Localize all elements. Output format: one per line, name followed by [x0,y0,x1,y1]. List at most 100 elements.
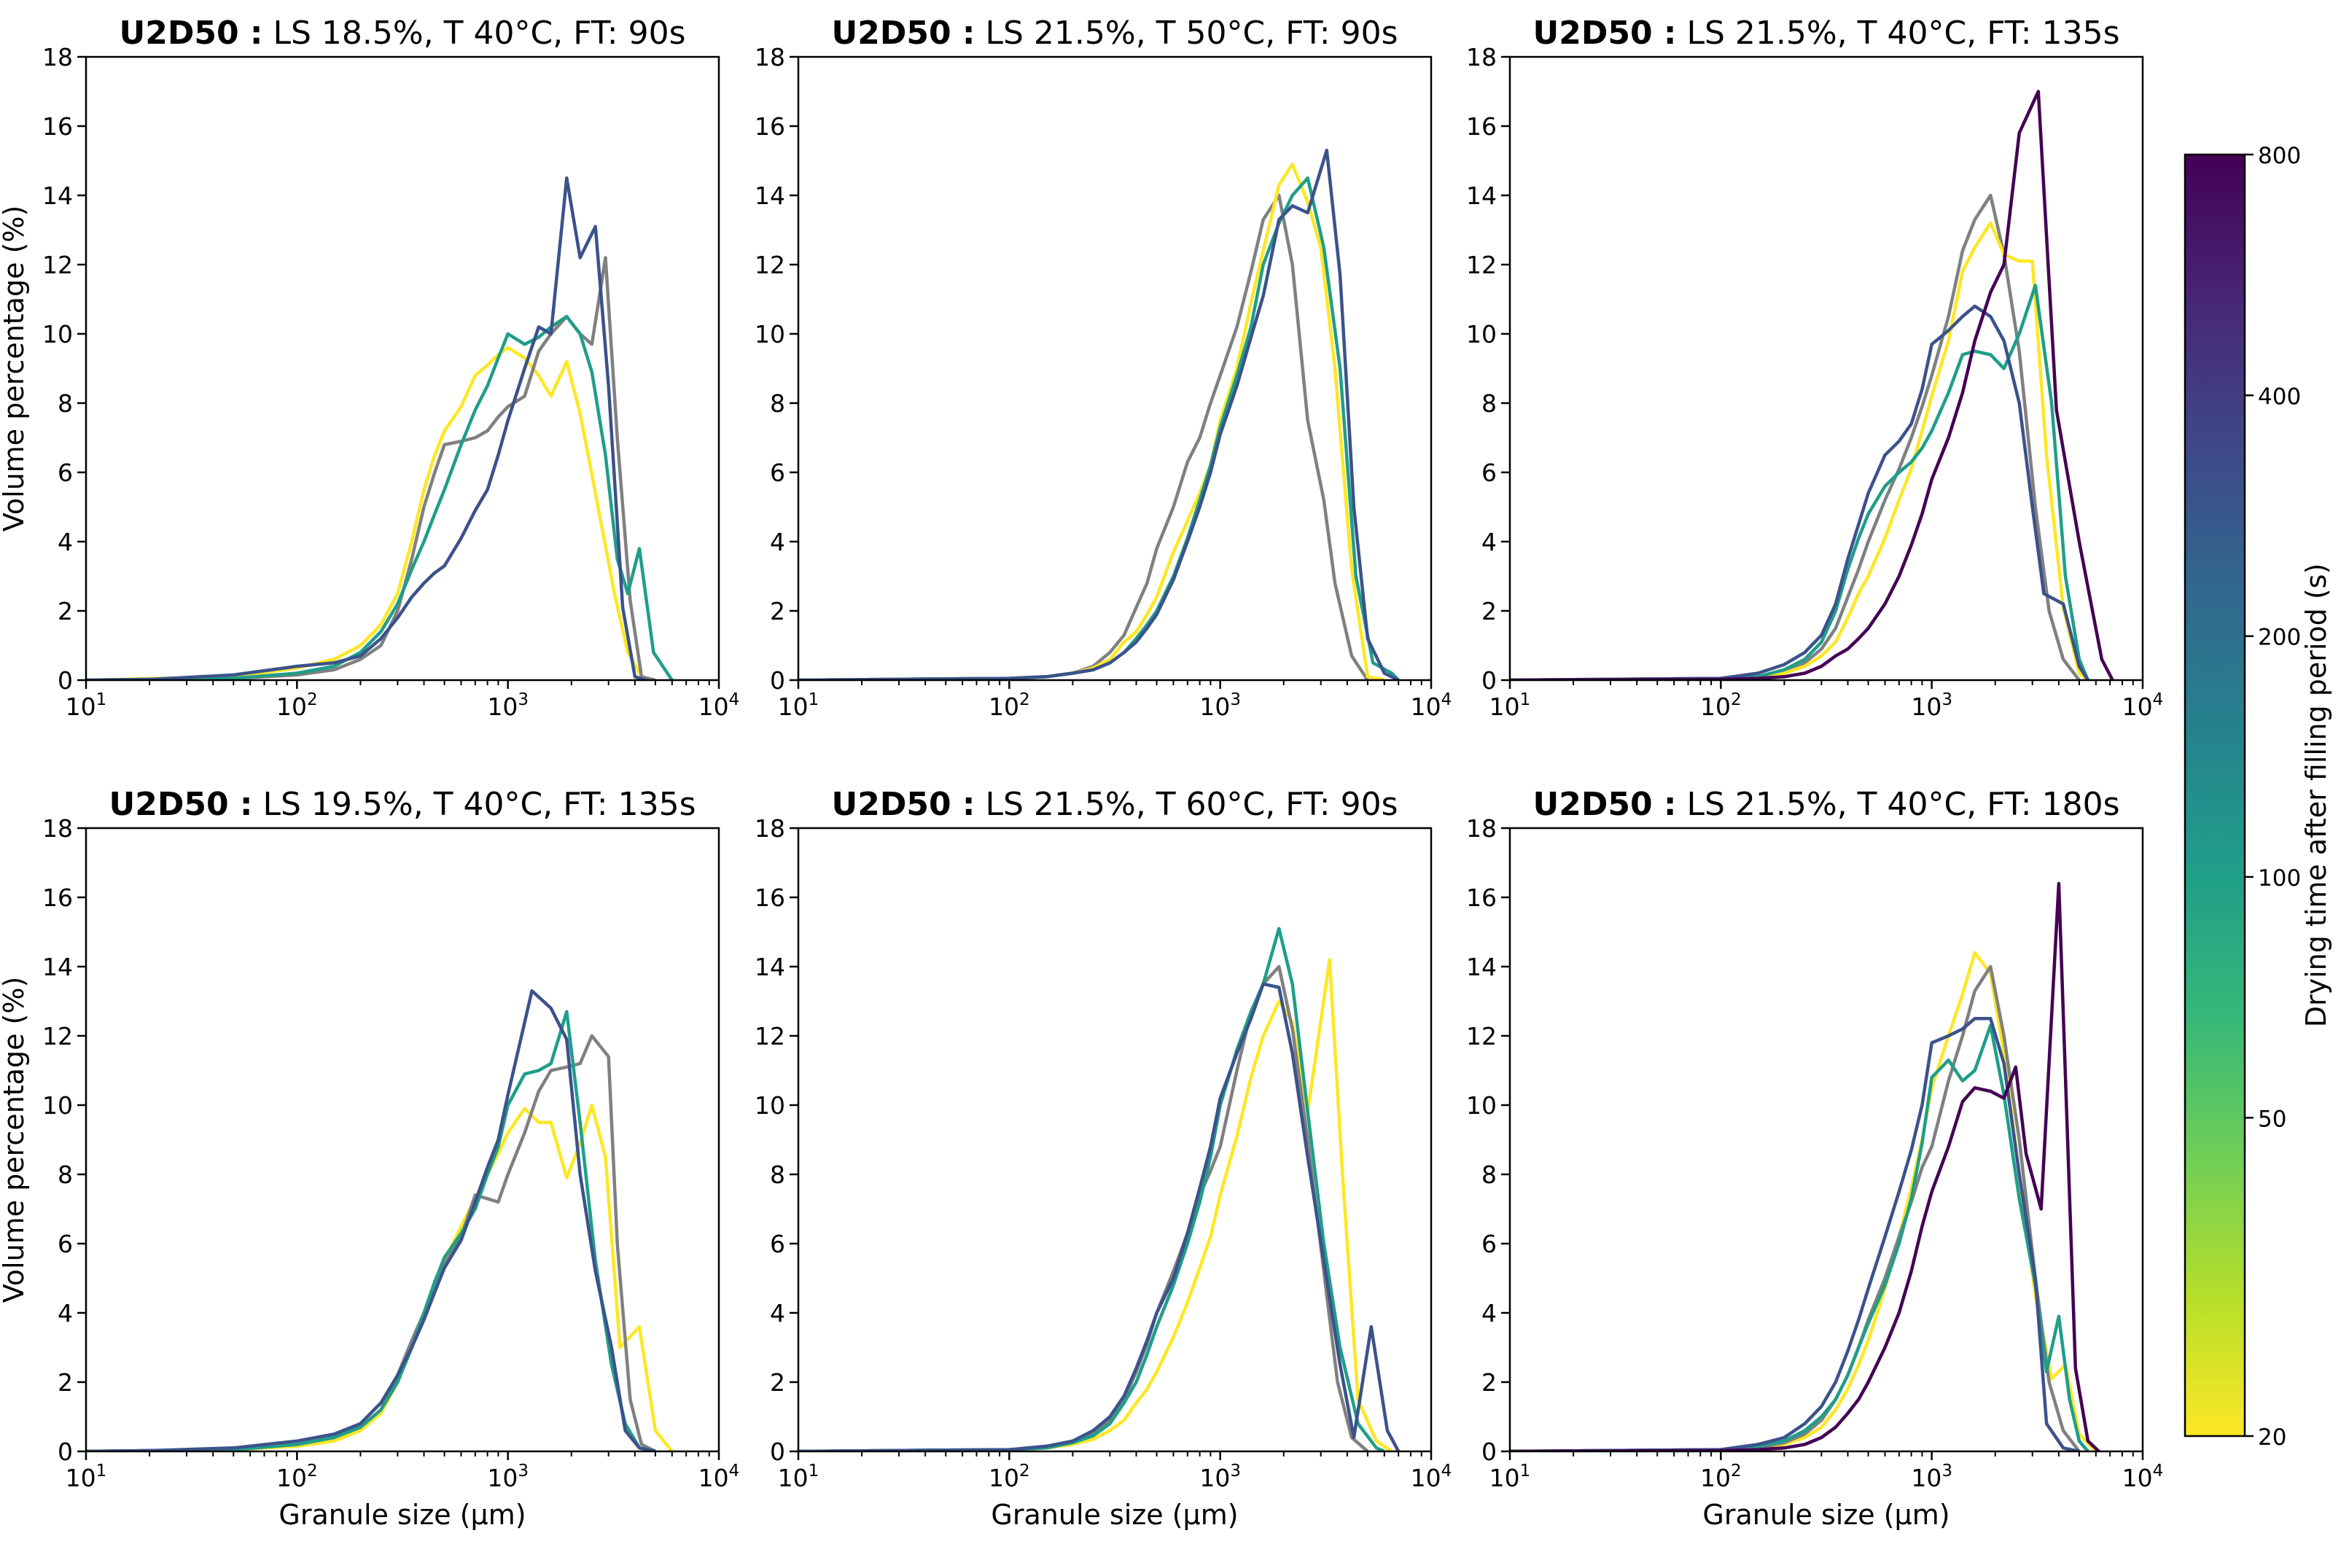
series-line-800 [1510,90,2114,680]
x-tick-label: 101 [778,690,819,721]
colorbar-gradient [2184,153,2246,1438]
series-line-20 [1510,221,2089,680]
panel-4: U2D50 : LS 19.5%, T 40°C, FT: 135s 0 2 4 6 8 1… [0,786,739,1531]
series-group [798,148,1400,680]
axes-frame [797,55,1433,682]
y-tick-label: 18 [1466,814,1497,843]
x-tick-label: 103 [1911,690,1952,721]
series-line-400 [798,982,1401,1451]
colorbar-tick-label: 20 [2258,1424,2286,1451]
x-tick-label: 103 [487,1462,529,1492]
y-tick-label: 10 [42,320,73,348]
x-tick-label: 103 [1199,690,1241,721]
axes-frame [85,827,720,1453]
y-tick-label: 0 [1481,666,1497,695]
panel-title-bold: U2D50 : [831,786,975,823]
panel-title-text: LS 21.5%, T 50°C, FT: 90s [975,15,1398,52]
y-tick-label: 14 [755,953,785,981]
series-group [1510,881,2100,1451]
x-tick-label: 101 [66,690,107,721]
x-tick-label: 102 [1700,1462,1742,1492]
x-axis-label: Granule size (µm) [278,1499,526,1531]
x-tick-label: 104 [1411,690,1452,721]
colorbar-tick-label: 400 [2258,383,2301,410]
x-tick-label: 102 [1700,690,1742,721]
y-tick-label: 6 [1481,1230,1497,1258]
y-tick-label: 8 [770,1161,785,1189]
x-tick-label: 102 [276,1462,318,1492]
y-tick-label: 16 [755,112,785,141]
y-tick-label: 6 [58,459,73,487]
y-tick-label: 2 [1481,597,1497,625]
y-tick-label: 4 [1481,1299,1497,1327]
y-tick-label: 12 [42,1022,73,1050]
colorbar-tick-label: 800 [2258,143,2301,169]
y-tick-label: 14 [1466,182,1497,210]
y-tick-label: 18 [42,43,73,71]
panel-title-text: LS 19.5%, T 40°C, FT: 135s [253,786,696,823]
y-tick-label: 14 [1466,953,1497,981]
panel-title: U2D50 : LS 18.5%, T 40°C, FT: 90s [119,15,685,52]
series-line-100 [1510,1023,2089,1451]
x-tick-label: 104 [698,690,740,721]
x-tick-label: 103 [1911,1462,1952,1492]
y-axis-label: Volume percentage (%) [0,206,30,532]
y-tick-label: 6 [1481,459,1497,487]
x-tick-label: 104 [2122,690,2164,721]
axes-frame [1508,55,2144,682]
y-tick-label: 10 [755,320,785,348]
y-tick-label: 0 [1481,1438,1497,1466]
panel-title: U2D50 : LS 19.5%, T 40°C, FT: 135s [109,786,696,823]
colorbar: 20 50 100 200 400 800 Drying time after fillin… [2184,143,2332,1451]
colorbar-tick-label: 50 [2258,1106,2286,1132]
x-tick-label: 102 [276,690,318,721]
y-tick-label: 16 [42,884,73,912]
y-tick-label: 18 [42,814,73,843]
x-tick-label: 102 [989,1462,1030,1492]
x-axis-label: Granule size (µm) [1702,1499,1949,1531]
series-group [86,989,674,1451]
y-tick-label: 2 [1481,1368,1497,1397]
panel-title-text: LS 18.5%, T 40°C, FT: 90s [263,15,686,52]
panel-5: U2D50 : LS 21.5%, T 60°C, FT: 90s 0 2 4 6 8 10… [755,786,1452,1531]
y-tick-label: 12 [755,251,785,279]
y-tick-label: 12 [1466,251,1497,279]
series-line-reference [798,193,1369,680]
y-tick-label: 6 [58,1230,73,1258]
y-tick-label: 18 [755,43,785,71]
y-axis-label: Volume percentage (%) [0,977,30,1303]
series-line-800 [1510,881,2100,1451]
y-tick-label: 12 [755,1022,785,1050]
y-tick-label: 14 [42,182,73,210]
series-line-reference [86,1034,656,1451]
y-tick-label: 8 [770,389,785,418]
series-line-400 [86,989,656,1451]
x-tick-label: 103 [1199,1462,1241,1492]
series-line-100 [86,1010,656,1451]
y-tick-label: 2 [770,597,785,625]
y-tick-label: 8 [58,1161,73,1189]
y-tick-label: 8 [1481,1161,1497,1189]
y-tick-label: 10 [755,1091,785,1120]
axes-frame [797,827,1433,1453]
series-line-100 [798,927,1385,1451]
y-tick-label: 8 [1481,389,1497,418]
panel-title: U2D50 : LS 21.5%, T 40°C, FT: 180s [1532,786,2119,823]
series-line-400 [86,176,647,680]
panel-6: U2D50 : LS 21.5%, T 40°C, FT: 180s 0 2 4 6 8 1… [1466,786,2163,1531]
series-line-100 [1510,284,2089,680]
y-tick-label: 2 [58,597,73,625]
panel-title-bold: U2D50 : [1532,786,1676,823]
y-tick-label: 14 [42,953,73,981]
y-tick-label: 18 [1466,43,1497,71]
y-tick-label: 0 [770,666,785,695]
x-tick-label: 101 [1489,1462,1531,1492]
y-tick-label: 4 [58,1299,73,1327]
y-tick-label: 12 [1466,1022,1497,1050]
axes-frame [1508,827,2144,1453]
y-tick-label: 0 [58,1438,73,1466]
y-tick-label: 8 [58,389,73,418]
panel-title-text: LS 21.5%, T 40°C, FT: 180s [1677,786,2120,823]
y-tick-label: 10 [42,1091,73,1120]
panel-3: U2D50 : LS 21.5%, T 40°C, FT: 135s 0 2 4 6 8 1… [1466,15,2163,721]
